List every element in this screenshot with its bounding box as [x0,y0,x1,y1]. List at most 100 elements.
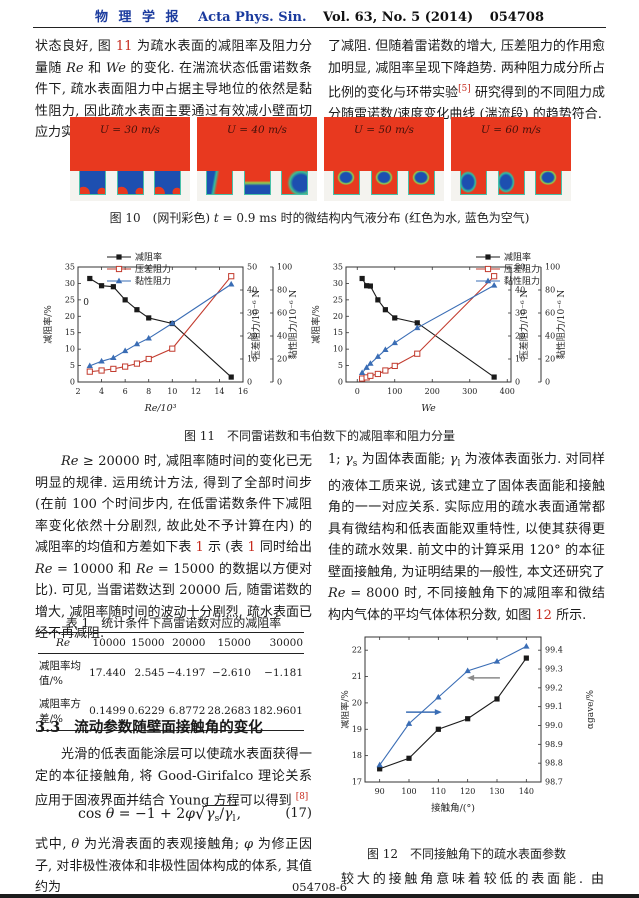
table-cell: −2.610 [212,667,251,679]
svg-text:4: 4 [99,387,104,396]
svg-text:10: 10 [515,355,525,364]
simulation-panel: U = 30 m/s [70,117,190,201]
simulation-panel: U = 50 m/s [324,117,444,201]
groove-cell [79,171,106,195]
figure11-right-chart: 0 100 200 300 400051015202530350102030405002… [310,251,567,414]
svg-text:30: 30 [247,309,257,318]
table1-container: Re 10000 15000 20000 15000 30000 减阻率均值/% 17.440… [38,632,304,731]
paragraph-right-3: 较大的接触角意味着较低的表面能. 由 [341,872,605,887]
table-header-cell: 10000 [88,632,127,654]
svg-text:110: 110 [431,787,446,796]
table-header-cell: 15000 [206,632,252,654]
svg-text:120: 120 [460,787,475,796]
svg-text:200: 200 [425,387,440,396]
table-cell: 0.6229 [126,692,166,731]
journal-title-en: Acta Phys. Sin. [198,10,307,25]
svg-text:10: 10 [247,355,257,364]
svg-text:0: 0 [515,378,520,387]
journal-title-cn: 物 理 学 报 [94,10,182,25]
svg-text:40: 40 [515,286,525,295]
svg-text:压差阻力/10⁻⁶ N: 压差阻力/10⁻⁶ N [518,290,530,360]
svg-text:14: 14 [214,387,224,396]
velocity-label: U = 40 m/s [227,124,287,136]
simulation-panel: U = 60 m/s [451,117,571,201]
table1-caption: 表 1 统计条件下高雷诺数对应的减阻率 [65,616,282,630]
groove-cell [370,171,398,195]
water-region: U = 30 m/s [70,117,190,171]
section-3-3-heading: 3.3 流动参数随壁面接触角的变化 [35,716,312,737]
svg-text:100: 100 [545,263,560,272]
groove-cell [154,171,181,195]
paragraph-left-4: 式中, θ 为光滑表面的表观接触角; φ 为修正因子, 对非极性液体和非极性固体… [35,837,312,895]
figure10-panels: U = 30 m/s U = 40 m/s U = 50 m/s U = 60 m/s [70,117,571,201]
table-row: 减阻率方差/% 0.1499 0.6229 6.8772 28.2683 182.9601 [38,692,304,731]
table-header-cell: Re [38,632,89,654]
equation-17: cos θ = −1 + 2φ√γs/γl, (17) [35,804,312,828]
svg-text:17: 17 [352,778,362,787]
table-header-cell: 30000 [251,632,304,654]
section-number: 3.3 [35,719,61,736]
table-header-cell: 20000 [165,632,207,654]
svg-text:35: 35 [333,263,343,272]
svg-text:130: 130 [489,787,504,796]
groove-cell [116,171,144,195]
groove-cell [535,171,562,195]
figure12-chart: 90 100 110 120 130 140 17 18 19 20 21 22 98.7 98.8 98.… [341,636,596,814]
svg-text:8: 8 [146,387,151,396]
svg-text:60: 60 [277,309,287,318]
table-cell: 2.545 [134,667,165,679]
microstructure-strip [197,171,317,201]
svg-text:黏性阻力/10⁻⁶ N: 黏性阻力/10⁻⁶ N [555,290,567,360]
equation-tail: , [236,806,242,822]
svg-text:0: 0 [247,378,252,387]
svg-text:20: 20 [515,332,525,341]
table-cell: 17.440 [89,667,126,679]
simulation-panel: U = 40 m/s [197,117,317,201]
table-cell: 减阻率方差/% [38,692,89,731]
svg-text:22: 22 [352,646,362,655]
water-region: U = 50 m/s [324,117,444,171]
svg-text:35: 35 [65,263,75,272]
svg-text:6: 6 [123,387,128,396]
svg-text:99.0: 99.0 [545,721,563,730]
svg-text:25: 25 [333,295,343,304]
figure11-caption: 图 11 不同雷诺数和韦伯数下的减阻率和阻力分量 [183,429,456,443]
svg-text:90: 90 [375,787,385,796]
svg-text:20: 20 [65,312,75,321]
microstructure-strip [70,171,190,201]
svg-text:100: 100 [387,387,402,396]
figure10-caption: 图 10 (网刊彩色) t = 0.9 ms 时的微结构内气液分布 (红色为水,… [109,211,530,225]
svg-text:50: 50 [515,263,525,272]
svg-text:5: 5 [338,361,343,370]
table1: Re 10000 15000 20000 15000 30000 减阻率均值/% 17.440… [38,632,304,731]
svg-text:αgave/%: αgave/% [586,689,596,729]
journal-volume: Vol. 63, No. 5 (2014) [323,10,474,25]
svg-text:99.1: 99.1 [545,702,563,711]
equation-radicand: γs/γl [205,805,237,824]
velocity-label: U = 60 m/s [481,124,541,136]
svg-text:2: 2 [75,387,80,396]
svg-text:接触角/(°): 接触角/(°) [431,802,475,814]
svg-text:0: 0 [83,298,89,308]
svg-text:压差阻力: 压差阻力 [135,263,171,275]
svg-text:0: 0 [277,378,282,387]
groove-cell [243,171,271,195]
svg-text:15: 15 [65,328,75,337]
svg-text:80: 80 [277,286,287,295]
svg-text:5: 5 [70,361,75,370]
radical-sign: √ [194,804,206,823]
figure11-left-chart: 2 4 6 8 10 12 14 160510152025303501020304050020… [42,251,299,414]
equation-body: cos θ = −1 + 2φ√γs/γl, [35,804,284,824]
svg-text:减阻率/%: 减阻率/% [310,305,322,344]
svg-text:0: 0 [338,378,343,387]
svg-text:30: 30 [65,279,75,288]
svg-text:减阻率/%: 减阻率/% [42,305,54,344]
table-cell: 6.8772 [165,692,207,731]
svg-text:98.9: 98.9 [545,740,563,749]
svg-text:21: 21 [352,672,362,681]
svg-text:30: 30 [515,309,525,318]
svg-text:100: 100 [401,787,416,796]
water-region: U = 40 m/s [197,117,317,171]
svg-text:60: 60 [545,309,555,318]
